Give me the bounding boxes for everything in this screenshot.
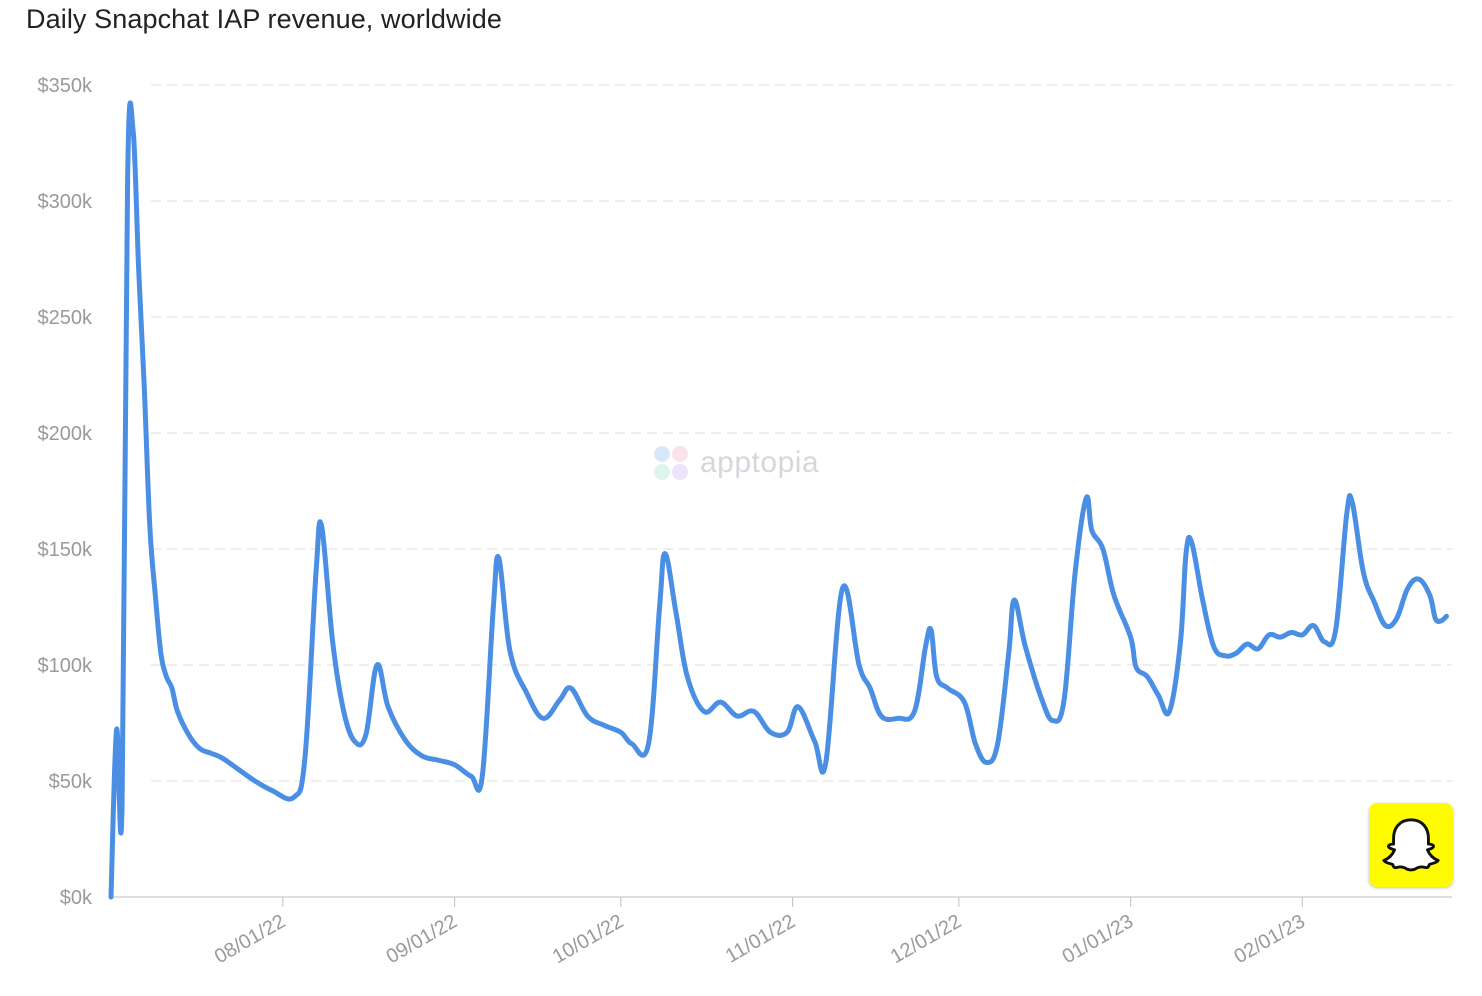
x-tick-label: 08/01/22: [211, 910, 289, 968]
snapchat-ghost-icon: [1382, 818, 1440, 872]
gridlines: [151, 84, 1452, 782]
watermark-text: apptopia: [700, 446, 820, 479]
revenue-series-line: [108, 100, 1449, 900]
x-axis-ticks: 08/01/22 09/01/22 10/01/22 11/01/22 12/01/22…: [211, 897, 1309, 968]
apptopia-logo-icon: [654, 446, 688, 480]
y-tick-label: $200k: [38, 423, 93, 445]
y-axis-ticks: $0k $50k $100k $150k $200k $250k $300k $350k: [38, 75, 93, 909]
x-tick-label: 10/01/22: [549, 910, 627, 968]
series-layer: [108, 100, 1449, 900]
apptopia-watermark: apptopia: [650, 442, 819, 484]
x-tick-label: 01/01/23: [1059, 910, 1137, 968]
y-tick-label: $50k: [49, 771, 93, 793]
y-tick-label: $350k: [38, 75, 93, 97]
snapchat-logo: [1369, 803, 1453, 887]
y-tick-label: $0k: [60, 887, 93, 909]
y-tick-label: $150k: [38, 539, 93, 561]
y-tick-label: $300k: [38, 191, 93, 213]
x-tick-label: 12/01/22: [887, 910, 965, 968]
y-tick-label: $100k: [38, 655, 93, 677]
y-tick-label: $250k: [38, 307, 93, 329]
x-tick-label: 09/01/22: [383, 910, 461, 968]
chart-title: Daily Snapchat IAP revenue, worldwide: [26, 4, 502, 34]
x-tick-label: 02/01/23: [1230, 910, 1308, 968]
x-tick-label: 11/01/22: [722, 910, 799, 967]
